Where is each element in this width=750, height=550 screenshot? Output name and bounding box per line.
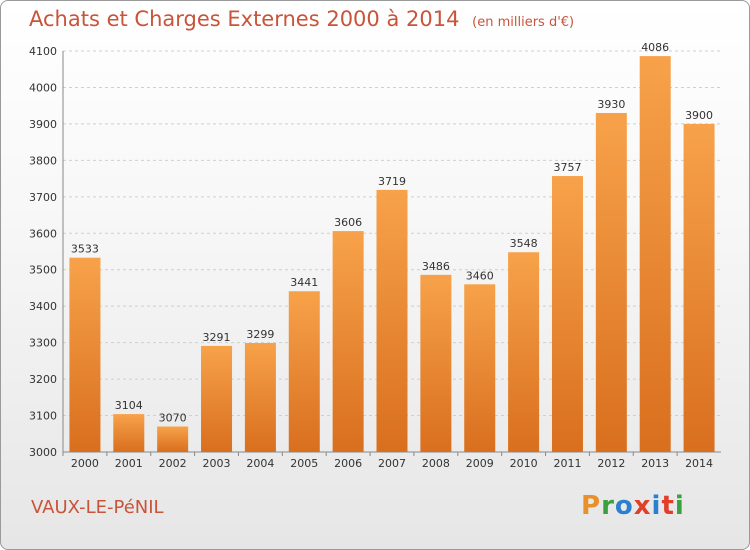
x-tick-label-2010: 2010 <box>510 457 538 470</box>
x-axis: 2000 2001 2002 2003 2004 2005 2006 2007 2008 2009… <box>62 451 721 470</box>
logo-letter: r <box>601 491 615 521</box>
y-tick-label: 3400 <box>29 300 57 313</box>
y-tick-label: 4100 <box>29 45 57 58</box>
value-label-2011: 3757 <box>553 161 581 174</box>
x-tick-label-2013: 2013 <box>641 457 669 470</box>
bar-2014 <box>683 123 715 452</box>
bar-2007 <box>376 189 408 452</box>
x-tick-label-2005: 2005 <box>290 457 318 470</box>
value-label-2002: 3070 <box>159 411 187 424</box>
value-label-2005: 3441 <box>290 276 318 289</box>
logo-letter: x <box>633 491 652 521</box>
value-label-2007: 3719 <box>378 175 406 188</box>
value-label-2001: 3104 <box>115 399 143 412</box>
chart-title: Achats et Charges Externes 2000 à 2014 <box>29 7 460 31</box>
y-tick-label: 3500 <box>29 264 57 277</box>
logo-letter: P <box>581 491 602 521</box>
y-tick-label: 3200 <box>29 373 57 386</box>
x-tick-label-2008: 2008 <box>422 457 450 470</box>
value-label-2000: 3533 <box>71 243 99 256</box>
bar-2004 <box>244 343 276 452</box>
y-tick-label: 3900 <box>29 118 57 131</box>
x-tick-label-2000: 2000 <box>71 457 99 470</box>
value-label-2008: 3486 <box>422 260 450 273</box>
x-tick-label-2001: 2001 <box>115 457 143 470</box>
y-tick-label: 3000 <box>29 446 57 459</box>
y-tick-label: 3100 <box>29 410 57 423</box>
bar-2003 <box>201 345 233 452</box>
value-label-2003: 3291 <box>203 331 231 344</box>
x-tick-label-2011: 2011 <box>553 457 581 470</box>
bar-2000 <box>69 257 101 452</box>
bar-2002 <box>157 426 189 452</box>
y-tick-label: 4000 <box>29 81 57 94</box>
bar-2005 <box>288 291 320 452</box>
x-tick-label-2012: 2012 <box>597 457 625 470</box>
y-tick-label: 3700 <box>29 191 57 204</box>
value-label-2014: 3900 <box>685 109 713 122</box>
logo-letter: t <box>661 491 675 521</box>
x-tick-label-2004: 2004 <box>246 457 274 470</box>
x-tick-label-2003: 2003 <box>203 457 231 470</box>
bar-2001 <box>113 414 145 452</box>
bars: 3533 3104 3070 3291 3299 3441 3606 3719 3486 3460… <box>69 41 715 453</box>
y-tick-label: 3300 <box>29 337 57 350</box>
x-tick-label-2007: 2007 <box>378 457 406 470</box>
y-tick-label: 3800 <box>29 154 57 167</box>
value-label-2010: 3548 <box>510 237 538 250</box>
bar-2006 <box>332 231 364 452</box>
value-label-2006: 3606 <box>334 216 362 229</box>
proxiti-logo[interactable]: Proxiti <box>581 491 685 521</box>
bar-2013 <box>639 56 671 452</box>
commune-name: VAUX-LE-PéNIL <box>31 497 164 518</box>
logo-letter: o <box>614 491 634 521</box>
value-label-2009: 3460 <box>466 269 494 282</box>
logo-letter: i <box>674 491 685 521</box>
x-tick-label-2009: 2009 <box>466 457 494 470</box>
x-tick-label-2002: 2002 <box>159 457 187 470</box>
x-tick-label-2014: 2014 <box>685 457 713 470</box>
chart-title-block: Achats et Charges Externes 2000 à 2014 (… <box>29 7 574 31</box>
y-tick-label: 3600 <box>29 227 57 240</box>
bar-2011 <box>551 176 583 452</box>
value-label-2013: 4086 <box>641 41 669 54</box>
chart-subtitle: (en milliers d'€) <box>472 15 575 30</box>
value-label-2012: 3930 <box>597 98 625 111</box>
bar-2012 <box>595 112 627 453</box>
bar-2009 <box>464 284 496 452</box>
bar-2010 <box>508 252 540 452</box>
y-axis: 3000 3100 3200 3300 3400 3500 3600 3700 3800 3900… <box>29 45 64 459</box>
value-label-2004: 3299 <box>246 328 274 341</box>
logo-letter: i <box>651 491 662 521</box>
x-tick-label-2006: 2006 <box>334 457 362 470</box>
bar-2008 <box>420 274 452 452</box>
